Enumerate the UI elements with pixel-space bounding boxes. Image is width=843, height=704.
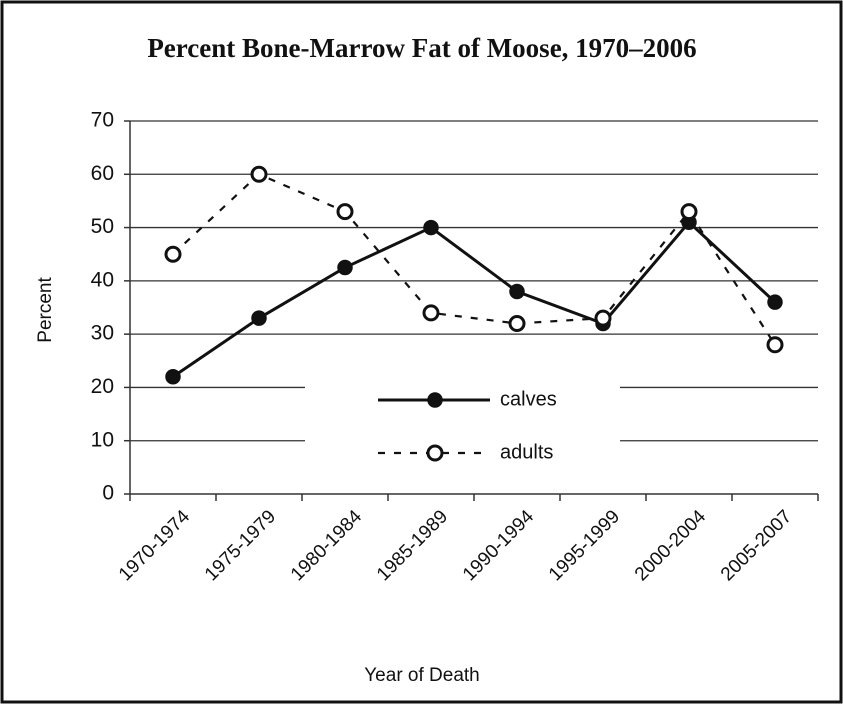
point [164, 245, 182, 263]
legend-marker [426, 444, 444, 462]
chart-title: Percent Bone-Marrow Fat of Moose, 1970–2… [147, 33, 696, 63]
y-axis-label: Percent [35, 277, 56, 343]
point [508, 314, 526, 332]
point [423, 219, 439, 236]
y-tick-label: 20 [91, 375, 114, 398]
point [594, 309, 612, 327]
y-tick-label: 30 [91, 322, 114, 345]
point [165, 369, 181, 385]
x-axis-label: Year of Death [364, 665, 480, 686]
y-tick-label: 40 [91, 268, 114, 291]
point [680, 203, 698, 221]
legend-box [305, 372, 620, 482]
legend-marker [427, 392, 443, 408]
y-tick-label: 0 [102, 482, 114, 505]
point [422, 304, 440, 322]
point [250, 165, 268, 183]
series-line [172, 172, 776, 346]
y-tick-label: 60 [91, 162, 114, 185]
y-tick-label: 10 [91, 428, 114, 451]
legend-label: adults [500, 441, 553, 463]
point [767, 294, 783, 310]
y-tick-label: 50 [91, 215, 114, 238]
point [509, 283, 525, 300]
point [251, 310, 267, 326]
point [766, 336, 784, 354]
point [337, 259, 353, 276]
series-line [172, 220, 777, 379]
legend-label: calves [500, 388, 557, 410]
y-tick-label: 70 [91, 109, 114, 132]
point [336, 203, 354, 221]
